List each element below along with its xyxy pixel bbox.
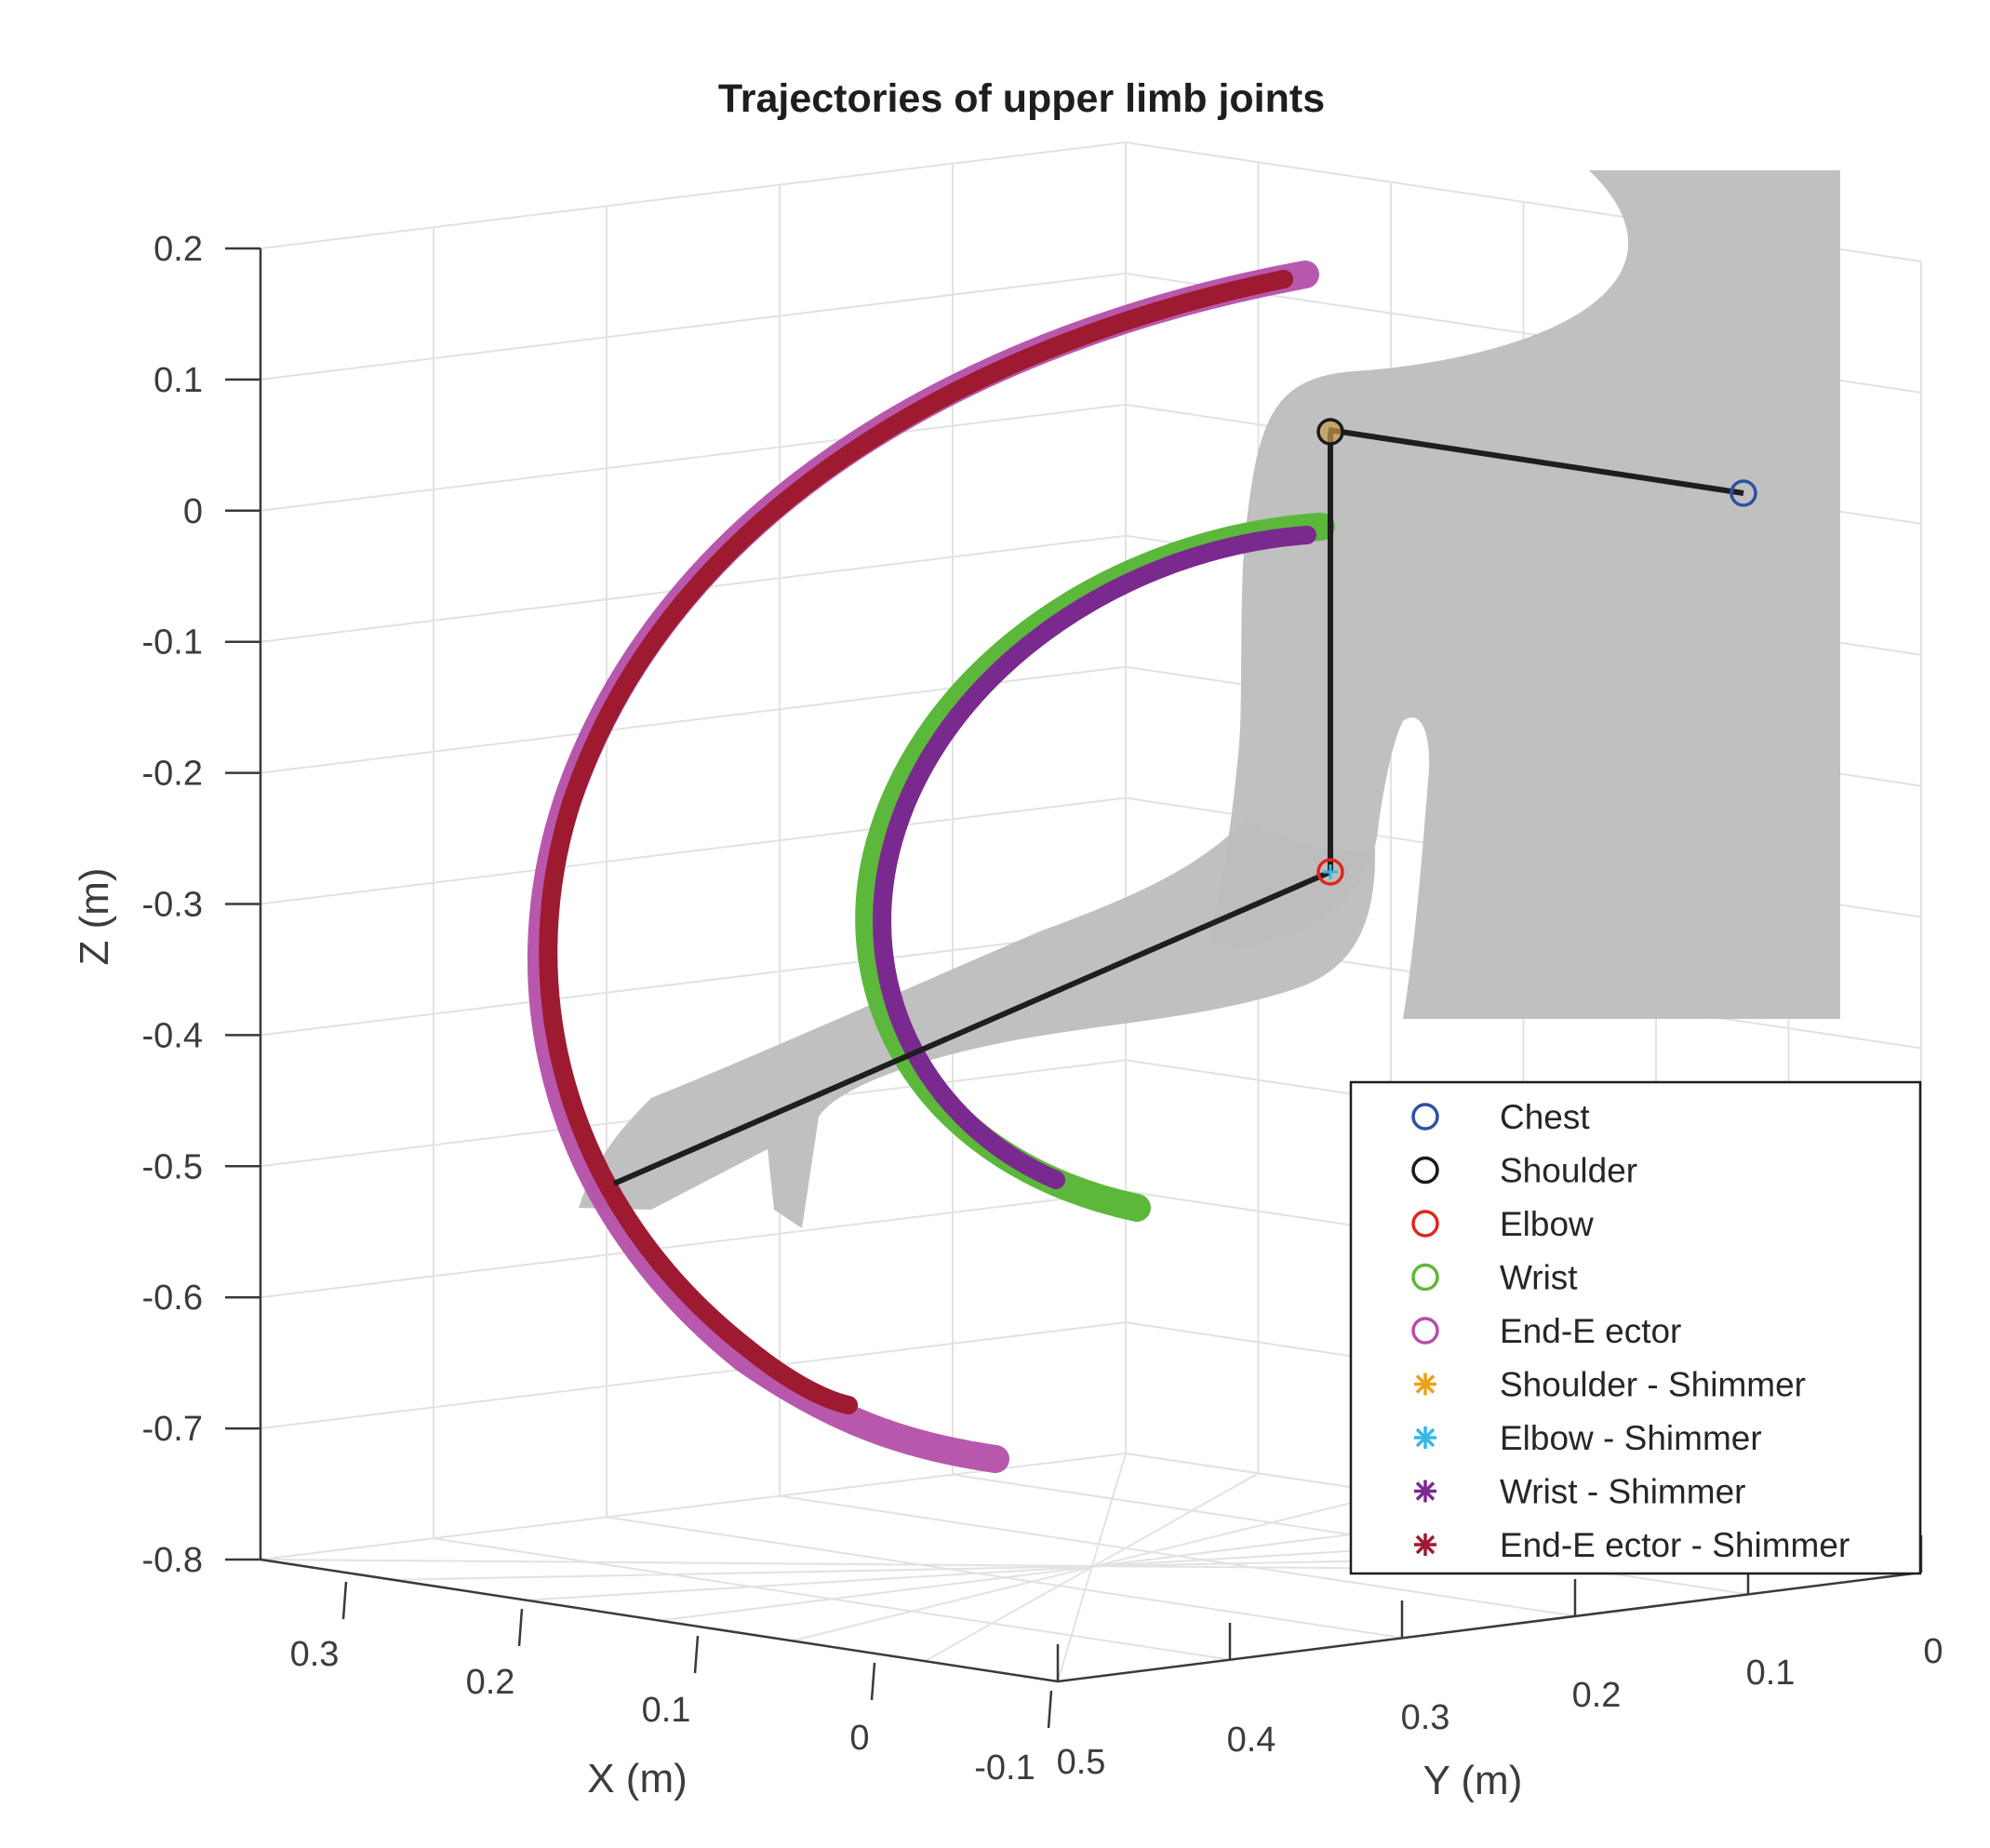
x-tick bbox=[693, 1635, 700, 1674]
y-tick-label: 0.5 bbox=[1057, 1743, 1106, 1782]
legend-box bbox=[1349, 1080, 1922, 1575]
x-tick-label: -0.1 bbox=[974, 1748, 1035, 1788]
x-tick bbox=[870, 1662, 876, 1701]
legend-marker-circle bbox=[1411, 1210, 1439, 1238]
legend-label: Chest bbox=[1500, 1098, 1590, 1136]
series-end-effector-shimmer bbox=[539, 270, 1293, 1414]
y-tick-label: 0.2 bbox=[1572, 1676, 1622, 1715]
torso-shape bbox=[1209, 170, 1840, 1019]
legend-marker-star bbox=[1414, 1480, 1436, 1503]
z-tick-label: -0.2 bbox=[142, 755, 203, 794]
x-tick-label: 0.3 bbox=[290, 1635, 340, 1674]
y-tick-label: 0.3 bbox=[1401, 1698, 1450, 1737]
legend: Chest Shoulder Elbow Wrist End-E ector Should… bbox=[1349, 1080, 1922, 1575]
body-silhouette bbox=[579, 170, 1840, 1228]
z-tick-label: -0.8 bbox=[142, 1541, 203, 1580]
legend-marker-circle bbox=[1411, 1263, 1439, 1292]
chart-title: Trajectories of upper limb joints bbox=[718, 76, 1325, 121]
y-tick-label: 0 bbox=[1923, 1632, 1943, 1671]
link-elbow-hand bbox=[612, 869, 1332, 1186]
x-axis-label: X (m) bbox=[587, 1756, 688, 1801]
legend-marker-circle bbox=[1411, 1317, 1439, 1345]
legend-label: Wrist - Shimmer bbox=[1500, 1473, 1745, 1511]
marker-elbow-shimmer bbox=[1323, 864, 1338, 879]
z-tick-label: 0.1 bbox=[154, 361, 203, 400]
series-wrist-shimmer bbox=[873, 526, 1316, 1189]
legend-marker-circle bbox=[1411, 1156, 1439, 1185]
legend-label: Shoulder - Shimmer bbox=[1500, 1366, 1806, 1404]
legend-label: End-E ector - Shimmer bbox=[1500, 1526, 1850, 1564]
legend-marker-circle bbox=[1411, 1103, 1439, 1131]
legend-label: Wrist bbox=[1500, 1259, 1578, 1297]
legend-marker-star bbox=[1414, 1533, 1436, 1556]
legend-label: End-E ector bbox=[1500, 1312, 1681, 1350]
x-tick-label: 0.2 bbox=[466, 1663, 515, 1702]
legend-label: Shoulder bbox=[1500, 1152, 1637, 1190]
z-tick-label: -0.3 bbox=[142, 886, 203, 925]
z-tick-label: -0.6 bbox=[142, 1279, 203, 1318]
axis-tick-labels: 0.2 0.1 0 -0.1 -0.2 -0.3 -0.4 -0.5 -0.6 -0.7 -0.8 0… bbox=[142, 230, 1943, 1788]
x-axis-line bbox=[260, 1558, 1059, 1683]
axis-ticks bbox=[225, 247, 1923, 1729]
skeleton-links bbox=[612, 427, 1744, 1186]
y-tick-label: 0.4 bbox=[1227, 1721, 1276, 1760]
legend-marker-star bbox=[1414, 1426, 1436, 1449]
y-axis-label: Y (m) bbox=[1423, 1758, 1523, 1803]
legend-label: Elbow - Shimmer bbox=[1500, 1419, 1762, 1457]
z-tick-label: -0.7 bbox=[142, 1410, 203, 1449]
legend-marker-star bbox=[1414, 1373, 1436, 1396]
joint-markers bbox=[1316, 418, 1757, 886]
x-tick bbox=[517, 1608, 524, 1647]
y-axis-line bbox=[1057, 1571, 1922, 1683]
marker-chest bbox=[1730, 479, 1757, 507]
z-tick-label: 0 bbox=[183, 492, 203, 531]
x-tick-label: 0.1 bbox=[642, 1691, 691, 1730]
z-tick-label: -0.1 bbox=[142, 623, 203, 663]
link-chest-shoulder bbox=[1328, 427, 1744, 496]
marker-elbow bbox=[1316, 858, 1344, 886]
z-axis-label: Z (m) bbox=[72, 867, 117, 965]
x-tick bbox=[1047, 1690, 1053, 1729]
z-tick-label: -0.4 bbox=[142, 1016, 203, 1055]
x-tick-label: 0 bbox=[849, 1719, 869, 1758]
marker-shoulder bbox=[1316, 418, 1344, 446]
z-tick-label: 0.2 bbox=[154, 230, 203, 269]
z-tick-label: -0.5 bbox=[142, 1147, 203, 1186]
x-tick bbox=[341, 1581, 348, 1620]
y-tick-label: 0.1 bbox=[1746, 1654, 1796, 1693]
trajectories bbox=[527, 261, 1335, 1473]
legend-label: Elbow bbox=[1500, 1205, 1594, 1243]
